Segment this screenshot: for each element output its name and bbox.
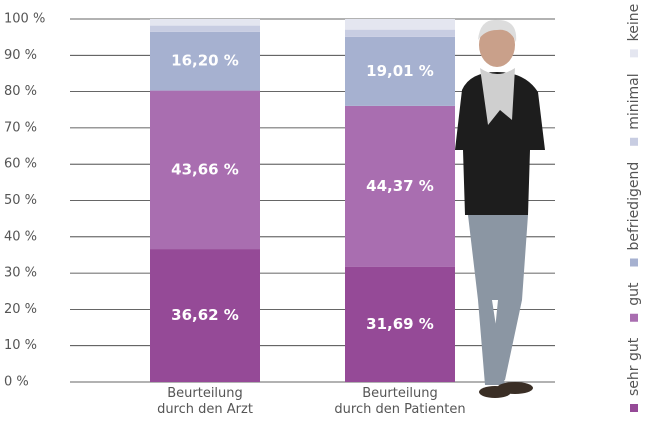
y-tick-label: 20 %: [4, 302, 37, 317]
data-label: 43,66 %: [171, 160, 239, 178]
y-tick-label: 90 %: [4, 48, 37, 63]
y-tick-label: 30 %: [4, 266, 37, 281]
y-tick-label: 10 %: [4, 338, 37, 353]
x-tick-label: Beurteilung durch den Patienten: [320, 386, 480, 418]
data-label: 36,62 %: [171, 306, 239, 324]
page: 0 % 10 % 20 % 30 % 40 % 50 % 60 % 70 % 80 % 90 % 1…: [0, 0, 646, 427]
legend-swatch: [630, 259, 638, 267]
person-shoe: [479, 386, 511, 398]
person-legs: [468, 215, 528, 385]
bar-segment: [345, 30, 455, 37]
data-label: 19,01 %: [366, 62, 434, 80]
legend-label: sehr gut: [626, 337, 642, 396]
x-tick-label: Beurteilung durch den Arzt: [125, 386, 285, 418]
bar-segment: [150, 26, 260, 32]
y-tick-label: 80 %: [4, 84, 37, 99]
data-label: 44,37 %: [366, 177, 434, 195]
y-tick-label: 70 %: [4, 120, 37, 135]
legend-swatch: [630, 314, 638, 322]
legend-swatch: [630, 138, 638, 146]
y-tick-label: 40 %: [4, 229, 37, 244]
legend-label: minimal: [626, 73, 642, 129]
person-photo: [455, 20, 545, 398]
legend-label: befriedigend: [626, 162, 642, 251]
legend-swatch: [630, 404, 638, 412]
y-tick-label: 50 %: [4, 193, 37, 208]
legend-label: keine: [626, 4, 642, 42]
y-tick-label: 0 %: [4, 375, 29, 390]
data-label: 16,20 %: [171, 52, 239, 70]
legend-swatch: [630, 49, 638, 57]
bar-segment: [345, 19, 455, 30]
legend-label: gut: [626, 282, 642, 306]
data-label: 31,69 %: [366, 315, 434, 333]
y-tick-label: 100 %: [4, 12, 45, 27]
bar-segment: [150, 19, 260, 26]
chart: 0 % 10 % 20 % 30 % 40 % 50 % 60 % 70 % 80 % 90 % 1…: [0, 0, 646, 427]
y-tick-label: 60 %: [4, 157, 37, 172]
